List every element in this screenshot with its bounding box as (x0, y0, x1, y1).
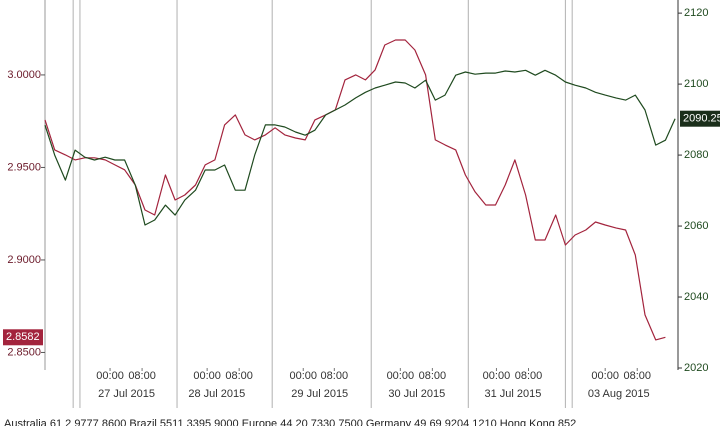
y-tick-label: 2.9000 (7, 254, 41, 266)
y-tick-label: 3.0000 (7, 69, 41, 81)
day-label: 31 Jul 2015 (485, 388, 542, 400)
day-label: 29 Jul 2015 (291, 388, 348, 400)
y-tick-label: 2.9500 (7, 161, 41, 173)
y2-tick-label: 2020 (684, 362, 708, 374)
x-tick-label: 00:00 (483, 370, 511, 382)
series-line (44, 69, 676, 226)
y2-tick-label: 2100 (684, 78, 708, 90)
y-tick-label: 2.8500 (7, 346, 41, 358)
x-tick-label: 00:00 (193, 370, 221, 382)
x-tick-label: 08:00 (321, 370, 349, 382)
x-tick-label: 08:00 (515, 370, 543, 382)
x-tick-label: 08:00 (128, 370, 156, 382)
y2-tick-label: 2080 (684, 149, 708, 161)
x-tick-label: 00:00 (289, 370, 317, 382)
x-tick-label: 00:00 (591, 370, 619, 382)
y2-tick-label: 2120 (684, 7, 708, 19)
last-value-box (680, 110, 720, 127)
y2-tick-label: 2060 (684, 220, 708, 232)
day-label: 28 Jul 2015 (188, 388, 245, 400)
last-value-box (3, 329, 43, 346)
day-label: 27 Jul 2015 (98, 388, 155, 400)
x-tick-label: 08:00 (225, 370, 253, 382)
x-tick-label: 00:00 (96, 370, 124, 382)
footer: Australia 61 2 9777 8600 Brazil 5511 339… (4, 418, 576, 426)
last-value-label: 2.8582 (6, 331, 40, 343)
x-tick-label: 08:00 (623, 370, 651, 382)
day-label: 30 Jul 2015 (388, 388, 445, 400)
x-tick-label: 08:00 (419, 370, 447, 382)
day-label: 03 Aug 2015 (588, 388, 650, 400)
last-value-label: 2090.25 (683, 113, 720, 125)
series-line (44, 39, 666, 341)
y2-tick-label: 2040 (684, 291, 708, 303)
x-tick-label: 00:00 (387, 370, 415, 382)
